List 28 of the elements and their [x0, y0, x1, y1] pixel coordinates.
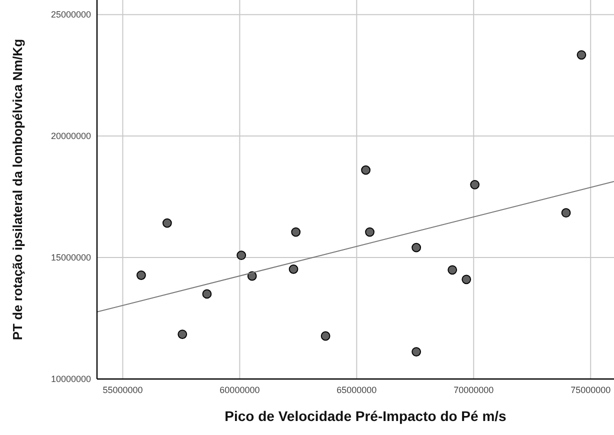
y-tick-label: 15000000: [50, 252, 91, 263]
point: [288, 264, 298, 274]
point: [162, 218, 172, 228]
point: [412, 347, 422, 356]
x-tick-label: 70000000: [454, 385, 494, 395]
point: [462, 274, 472, 284]
x-tick-label: 60000000: [220, 385, 260, 395]
point: [236, 250, 246, 260]
y-tick-label: 25000000: [50, 10, 91, 20]
point: [365, 227, 374, 237]
x-tick-label: 55000000: [102, 385, 143, 395]
point: [561, 208, 571, 218]
y-axis-title: PT de rotação ipsilateral da lombopélvica Nm/Kg: [10, 38, 25, 340]
point: [291, 227, 301, 237]
y-tick-label: 20000000: [50, 131, 91, 142]
point: [136, 270, 146, 280]
x-tick-label: 65000000: [336, 385, 377, 395]
point: [470, 180, 480, 190]
x-tick-label: 75000000: [570, 385, 611, 395]
point: [178, 330, 188, 339]
point: [320, 331, 330, 341]
point: [576, 50, 586, 60]
point: [448, 265, 458, 275]
point: [202, 289, 212, 299]
point: [412, 242, 422, 252]
x-axis-title: Pico de Velocidade Pré-Impacto do Pé m/s: [224, 408, 507, 424]
point: [361, 165, 370, 175]
y-tick-label: 10000000: [50, 374, 91, 384]
